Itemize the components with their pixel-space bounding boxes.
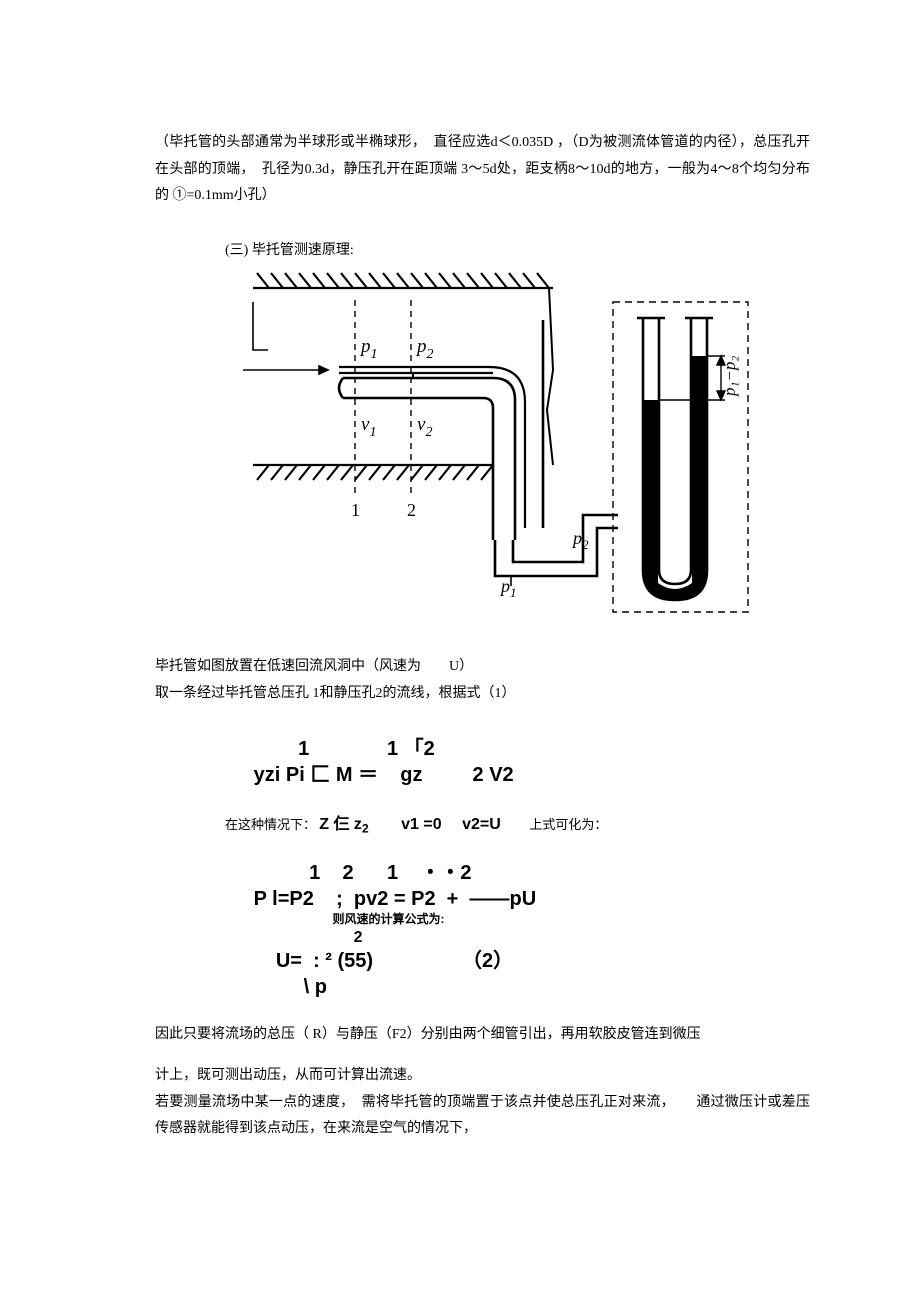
after-diagram-text: 毕托管如图放置在低速回流风洞中（风速为 U） 取一条经过毕托管总压孔 1和静压孔…	[155, 654, 810, 707]
label-bp2: p2	[571, 528, 589, 552]
eq2-note: 则风速的计算公式为:	[333, 912, 723, 928]
top-hatch	[253, 273, 553, 288]
bottom-hatch	[253, 465, 493, 480]
cond-v1: v1 =0	[401, 816, 441, 833]
pitot-outer	[339, 374, 515, 540]
after-line1: 毕托管如图放置在低速回流风洞中（风速为 U）	[155, 654, 810, 681]
lead-tubes	[495, 515, 618, 576]
eq2-l2: P l=P2 ; pv2 = P2 + ——pU	[243, 886, 723, 912]
streamline	[243, 366, 328, 374]
bottom-p2: 计上，既可测出动压，从而可计算出流速。	[155, 1063, 810, 1090]
equation-2: 1 2 1 ・・2 P l=P2 ; pv2 = P2 + ——pU 则风速的计…	[243, 860, 723, 1000]
eq2-l3: 2	[243, 928, 723, 949]
section-heading: (三) 毕托管测速原理:	[225, 238, 810, 265]
pitot-svg: p₁−p₂ p1 p2 v1 v2 1 2 p1 p2	[213, 270, 753, 620]
intro-text: （毕托管的头部通常为半球形或半椭球形， 直径应选d＜0.035D ，（D为被测流…	[155, 135, 810, 203]
cond-zsub: 2	[362, 821, 369, 835]
label-bp1: p1	[499, 576, 517, 600]
cond-v2: v2=U	[462, 816, 501, 833]
condition-line: 在这种情况下： Z 仨 z2 v1 =0 v2=U 上式可化为：	[225, 810, 810, 840]
equation-1: 1 1 「2 yzi Pi 匚 M ＝ gz 2 V2	[243, 736, 723, 788]
eq2-l4: U= : ² (55) （2）	[243, 948, 723, 974]
wall-break	[547, 288, 553, 465]
eq1-l2: yzi Pi 匚 M ＝ gz 2 V2	[243, 762, 723, 788]
after-line2: 取一条经过毕托管总压孔 1和静压孔2的流线，根据式（1）	[155, 681, 810, 708]
cond-prefix: 在这种情况下：	[225, 817, 316, 832]
eq1-l1: 1 1 「2	[243, 736, 723, 762]
label-2: 2	[407, 500, 416, 520]
manometer	[613, 302, 748, 612]
eq2-l5: \ p	[243, 974, 723, 1000]
intro-paragraph: （毕托管的头部通常为半球形或半椭球形， 直径应选d＜0.035D ，（D为被测流…	[155, 130, 810, 210]
mano-label: p₁−p₂	[720, 356, 739, 397]
pitot-diagram: p₁−p₂ p1 p2 v1 v2 1 2 p1 p2	[213, 270, 753, 620]
eq2-l1: 1 2 1 ・・2	[243, 860, 723, 886]
bottom-p1: 因此只要将流场的总压（ R）与静压（F2）分别由两个细管引出，再用软胶皮管连到微…	[155, 1022, 810, 1049]
cond-z: Z 仨 z	[319, 816, 362, 833]
label-p1: p1	[359, 336, 378, 362]
label-p2: p2	[415, 336, 434, 362]
label-v2: v2	[417, 414, 432, 440]
inlet-indicator	[253, 302, 268, 350]
bottom-p3: 若要测量流场中某一点的速度， 需将毕托管的顶端置于该点并使总压孔正对来流， 通过…	[155, 1090, 810, 1143]
label-v1: v1	[361, 414, 376, 440]
manometer-fluid	[644, 356, 706, 599]
label-1: 1	[351, 500, 360, 520]
cond-tail: 上式可化为：	[529, 817, 607, 832]
